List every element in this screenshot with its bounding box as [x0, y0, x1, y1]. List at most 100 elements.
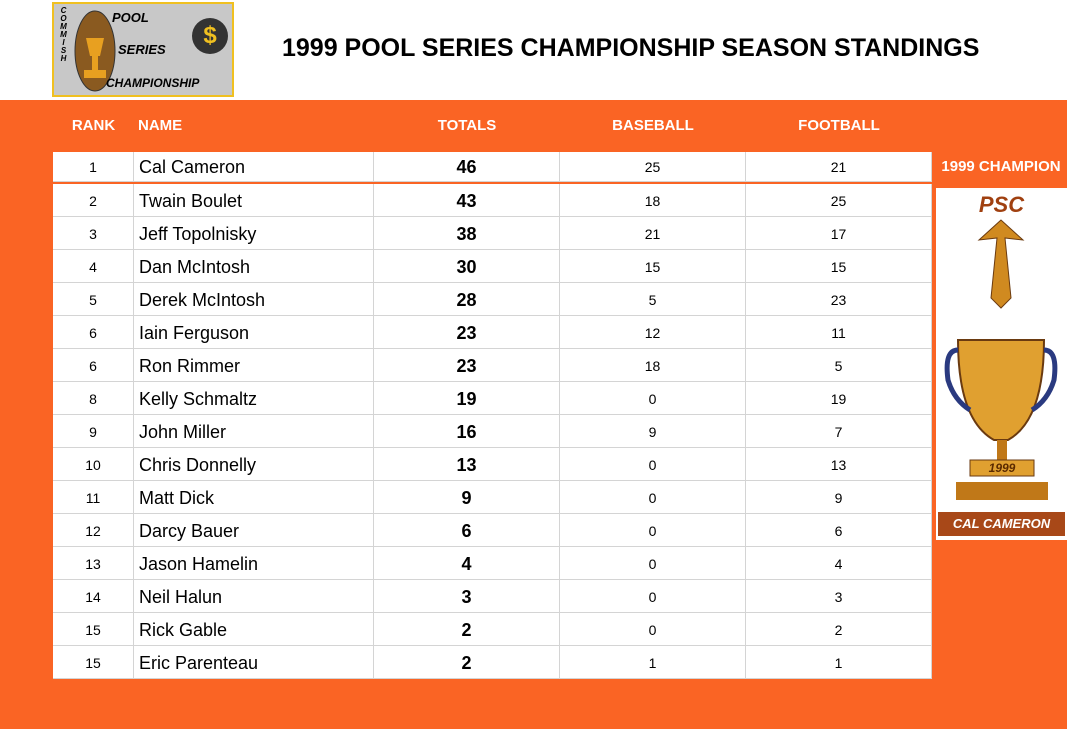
total-cell: 4 [374, 547, 560, 580]
rank-cell: 15 [53, 613, 134, 646]
trophy-badge: PSC [978, 192, 1025, 217]
name-cell: Rick Gable [134, 613, 374, 646]
logo-line: SERIES [118, 42, 166, 57]
baseball-cell: 1 [560, 646, 746, 679]
baseball-cell: 18 [560, 349, 746, 382]
name-cell: Jeff Topolnisky [134, 217, 374, 250]
column-header: TOTALS [437, 117, 497, 134]
football-cell: 1 [746, 646, 932, 679]
football-cell: 25 [746, 184, 932, 217]
name-cell: Eric Parenteau [134, 646, 374, 679]
logo-line: CHAMPIONSHIP [106, 76, 200, 90]
name-cell: Jason Hamelin [134, 547, 374, 580]
football-cell: 7 [746, 415, 932, 448]
trophy-name: CAL CAMERON [938, 512, 1065, 536]
baseball-cell: 0 [560, 481, 746, 514]
rank-cell: 10 [53, 448, 134, 481]
name-cell: Neil Halun [134, 580, 374, 613]
rank-cell: 8 [53, 382, 134, 415]
football-cell: 4 [746, 547, 932, 580]
total-cell: 2 [374, 613, 560, 646]
total-cell: 38 [374, 217, 560, 250]
rank-cell: 1 [53, 152, 134, 182]
logo: COMMISH POOL SERIES CHAMPIONSHIP $ [52, 2, 234, 97]
football-cell: 13 [746, 448, 932, 481]
rank-cell: 2 [53, 184, 134, 217]
column-header: RANK [71, 117, 116, 134]
football-cell: 11 [746, 316, 932, 349]
logo-trophy [74, 10, 116, 92]
football-cell: 9 [746, 481, 932, 514]
total-cell: 30 [374, 250, 560, 283]
football-cell: 21 [746, 152, 932, 182]
total-cell: 28 [374, 283, 560, 316]
total-cell: 6 [374, 514, 560, 547]
total-cell: 9 [374, 481, 560, 514]
column-header: NAME [138, 117, 183, 134]
rank-cell: 11 [53, 481, 134, 514]
rank-cell: 13 [53, 547, 134, 580]
rank-cell: 6 [53, 316, 134, 349]
rank-cell: 9 [53, 415, 134, 448]
total-cell: 23 [374, 316, 560, 349]
rank-cell: 3 [53, 217, 134, 250]
total-cell: 23 [374, 349, 560, 382]
rank-cell: 15 [53, 646, 134, 679]
football-cell: 15 [746, 250, 932, 283]
baseball-cell: 0 [560, 613, 746, 646]
baseball-cell: 21 [560, 217, 746, 250]
baseball-cell: 0 [560, 382, 746, 415]
baseball-cell: 9 [560, 415, 746, 448]
total-cell: 16 [374, 415, 560, 448]
rank-cell: 14 [53, 580, 134, 613]
rank-cell: 5 [53, 283, 134, 316]
name-cell: Chris Donnelly [134, 448, 374, 481]
name-cell: Matt Dick [134, 481, 374, 514]
baseball-cell: 5 [560, 283, 746, 316]
total-cell: 13 [374, 448, 560, 481]
baseball-cell: 12 [560, 316, 746, 349]
total-cell: 2 [374, 646, 560, 679]
logo-symbol: $ [192, 18, 228, 54]
football-cell: 3 [746, 580, 932, 613]
total-cell: 3 [374, 580, 560, 613]
baseball-cell: 0 [560, 448, 746, 481]
name-cell: Kelly Schmaltz [134, 382, 374, 415]
trophy-year: 1999 [988, 461, 1016, 475]
football-cell: 5 [746, 349, 932, 382]
column-header: FOOTBALL [798, 117, 880, 134]
name-cell: Darcy Bauer [134, 514, 374, 547]
total-cell: 46 [374, 152, 560, 182]
football-cell: 2 [746, 613, 932, 646]
name-cell: Ron Rimmer [134, 349, 374, 382]
name-cell: Dan McIntosh [134, 250, 374, 283]
baseball-cell: 0 [560, 547, 746, 580]
rank-cell: 6 [53, 349, 134, 382]
page-title: 1999 POOL SERIES CHAMPIONSHIP SEASON STA… [282, 34, 980, 62]
rank-cell: 4 [53, 250, 134, 283]
baseball-cell: 15 [560, 250, 746, 283]
name-cell: Cal Cameron [134, 152, 374, 182]
baseball-cell: 0 [560, 580, 746, 613]
champion-label: 1999 CHAMPION [941, 158, 1061, 175]
football-cell: 19 [746, 382, 932, 415]
football-cell: 23 [746, 283, 932, 316]
total-cell: 19 [374, 382, 560, 415]
trophy-art [944, 219, 1058, 500]
name-cell: Derek McIntosh [134, 283, 374, 316]
baseball-cell: 18 [560, 184, 746, 217]
name-cell: Twain Boulet [134, 184, 374, 217]
logo-line: POOL [112, 10, 149, 25]
logo-side-text: COMMISH [59, 6, 68, 62]
baseball-cell: 0 [560, 514, 746, 547]
rank-cell: 12 [53, 514, 134, 547]
football-cell: 17 [746, 217, 932, 250]
champion-trophy: PSC 1999 CAL CAMERON [936, 188, 1067, 540]
column-header: BASEBALL [612, 117, 694, 134]
name-cell: John Miller [134, 415, 374, 448]
baseball-cell: 25 [560, 152, 746, 182]
football-cell: 6 [746, 514, 932, 547]
total-cell: 43 [374, 184, 560, 217]
name-cell: Iain Ferguson [134, 316, 374, 349]
